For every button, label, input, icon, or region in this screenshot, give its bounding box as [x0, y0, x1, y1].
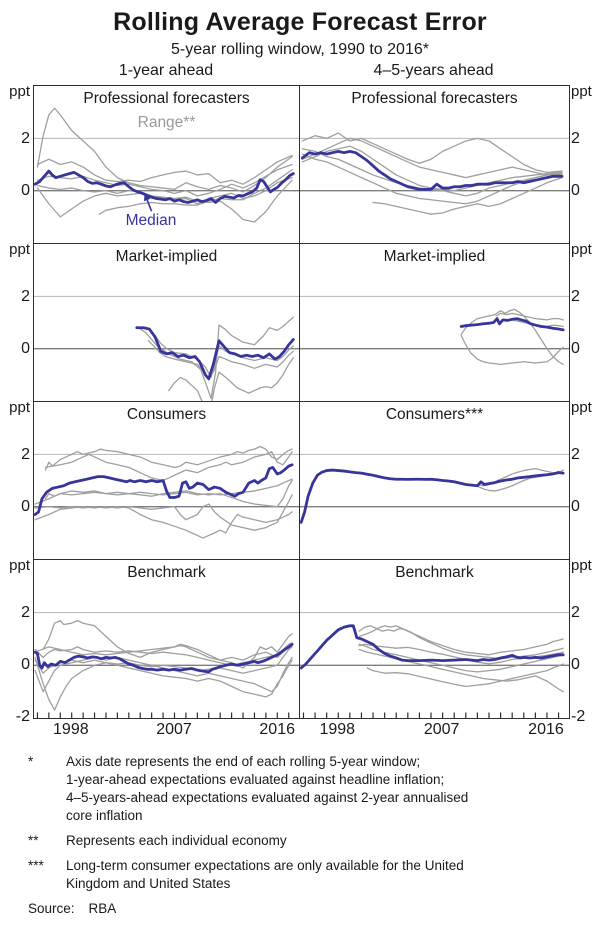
chart-subtitle: 5-year rolling window, 1990 to 2016* — [171, 41, 429, 58]
x-axis-year-label: 2016 — [259, 721, 295, 738]
footnote-text: Axis date represents the end of each rol… — [66, 754, 469, 823]
axis-tick-label: 0 — [571, 182, 580, 200]
chart-title: Rolling Average Forecast Error — [113, 8, 487, 36]
axis-tick-label: ppt — [571, 557, 592, 574]
panel-grid: Professional forecasters Range** Median … — [33, 85, 570, 719]
panel-title: Consumers — [126, 406, 207, 423]
range-annotation: Range** — [137, 114, 196, 131]
x-axis-labels: 1998 2007 2016 1998 2007 2016 — [0, 721, 600, 741]
panel-market-implied-45yr: Market-implied — [300, 244, 569, 402]
source-label: Source: — [28, 901, 75, 916]
axis-tick-label: ppt — [571, 241, 592, 258]
axis-tick-label: 0 — [21, 182, 30, 200]
footnote-text: Represents each individual economy — [66, 833, 287, 848]
footnote-3: *** Long-term consumer expectations are … — [28, 857, 573, 893]
panel-benchmark-1yr: Benchmark — [34, 560, 300, 718]
axis-tick-label: 0 — [571, 498, 580, 516]
x-axis-year-label: 2007 — [156, 721, 192, 738]
footnote-text: Long-term consumer expectations are only… — [66, 858, 464, 891]
panel-title: Professional forecasters — [351, 90, 518, 107]
panel-professional-45yr: Professional forecasters — [300, 86, 569, 244]
axis-tick-label: 2 — [571, 129, 580, 147]
axis-tick-label: 2 — [571, 603, 580, 621]
panel-plot — [34, 612, 299, 718]
axis-tick-label: -2 — [571, 708, 586, 725]
axis-tick-label: ppt — [9, 83, 30, 100]
footnote-marker: *** — [28, 858, 44, 873]
panel-benchmark-45yr: Benchmark — [300, 560, 569, 718]
axis-tick-label: 0 — [21, 498, 30, 516]
axis-tick-label: 0 — [21, 656, 30, 674]
footnotes: * Axis date represents the end of each r… — [28, 753, 573, 918]
x-axis-year-label: 2007 — [423, 721, 460, 738]
axis-tick-label: ppt — [9, 399, 30, 416]
x-axis-year-label: 1998 — [53, 721, 89, 738]
panel-plot — [300, 132, 569, 215]
axis-tick-label: 2 — [21, 603, 30, 621]
footnote-1: * Axis date represents the end of each r… — [28, 753, 573, 825]
axis-tick-label: ppt — [9, 557, 30, 574]
source-value: RBA — [88, 901, 117, 916]
panel-market-implied-1yr: Market-implied — [34, 244, 300, 402]
panel-plot — [34, 445, 299, 539]
x-axis-year-label: 2016 — [528, 721, 564, 738]
axis-tick-label: 2 — [571, 287, 580, 305]
panel-title: Market-implied — [115, 248, 218, 265]
source-line: Source: RBA — [28, 900, 573, 918]
axis-tick-label: -2 — [15, 708, 30, 725]
panel-title: Benchmark — [395, 564, 474, 581]
footnote-marker: * — [28, 754, 34, 769]
chart-area: Professional forecasters Range** Median … — [0, 83, 600, 741]
panel-title: Consumers*** — [385, 406, 484, 423]
panel-professional-1yr: Professional forecasters Range** Median — [34, 86, 300, 244]
panel-title: Market-implied — [383, 248, 486, 265]
axis-tick-label: 0 — [21, 340, 30, 358]
footnote-2: ** Represents each individual economy — [28, 832, 573, 850]
x-axis-year-label: 1998 — [319, 721, 356, 738]
panel-plot — [300, 453, 569, 524]
column-header-45yr: 4–5-years ahead — [373, 62, 494, 79]
panel-title: Professional forecasters — [83, 90, 250, 107]
panel-consumers-1yr: Consumers — [34, 402, 300, 560]
axis-tick-label: 2 — [571, 445, 580, 463]
median-annotation: Median — [125, 212, 177, 229]
axis-tick-label: ppt — [9, 241, 30, 258]
panel-plot — [34, 107, 299, 223]
axis-tick-label: 2 — [21, 287, 30, 305]
axis-tick-label: ppt — [571, 83, 592, 100]
panel-plot — [34, 295, 299, 401]
axis-tick-label: ppt — [571, 399, 592, 416]
panel-consumers-45yr: Consumers*** — [300, 402, 569, 560]
panel-title: Benchmark — [127, 564, 206, 581]
panel-plot — [300, 612, 569, 718]
column-header-1yr: 1-year ahead — [118, 62, 214, 79]
axis-tick-label: 2 — [21, 129, 30, 147]
axis-tick-label: 2 — [21, 445, 30, 463]
axis-tick-label: 0 — [571, 656, 580, 674]
footnote-marker: ** — [28, 833, 39, 848]
axis-tick-label: 0 — [571, 340, 580, 358]
panel-plot — [300, 295, 569, 365]
